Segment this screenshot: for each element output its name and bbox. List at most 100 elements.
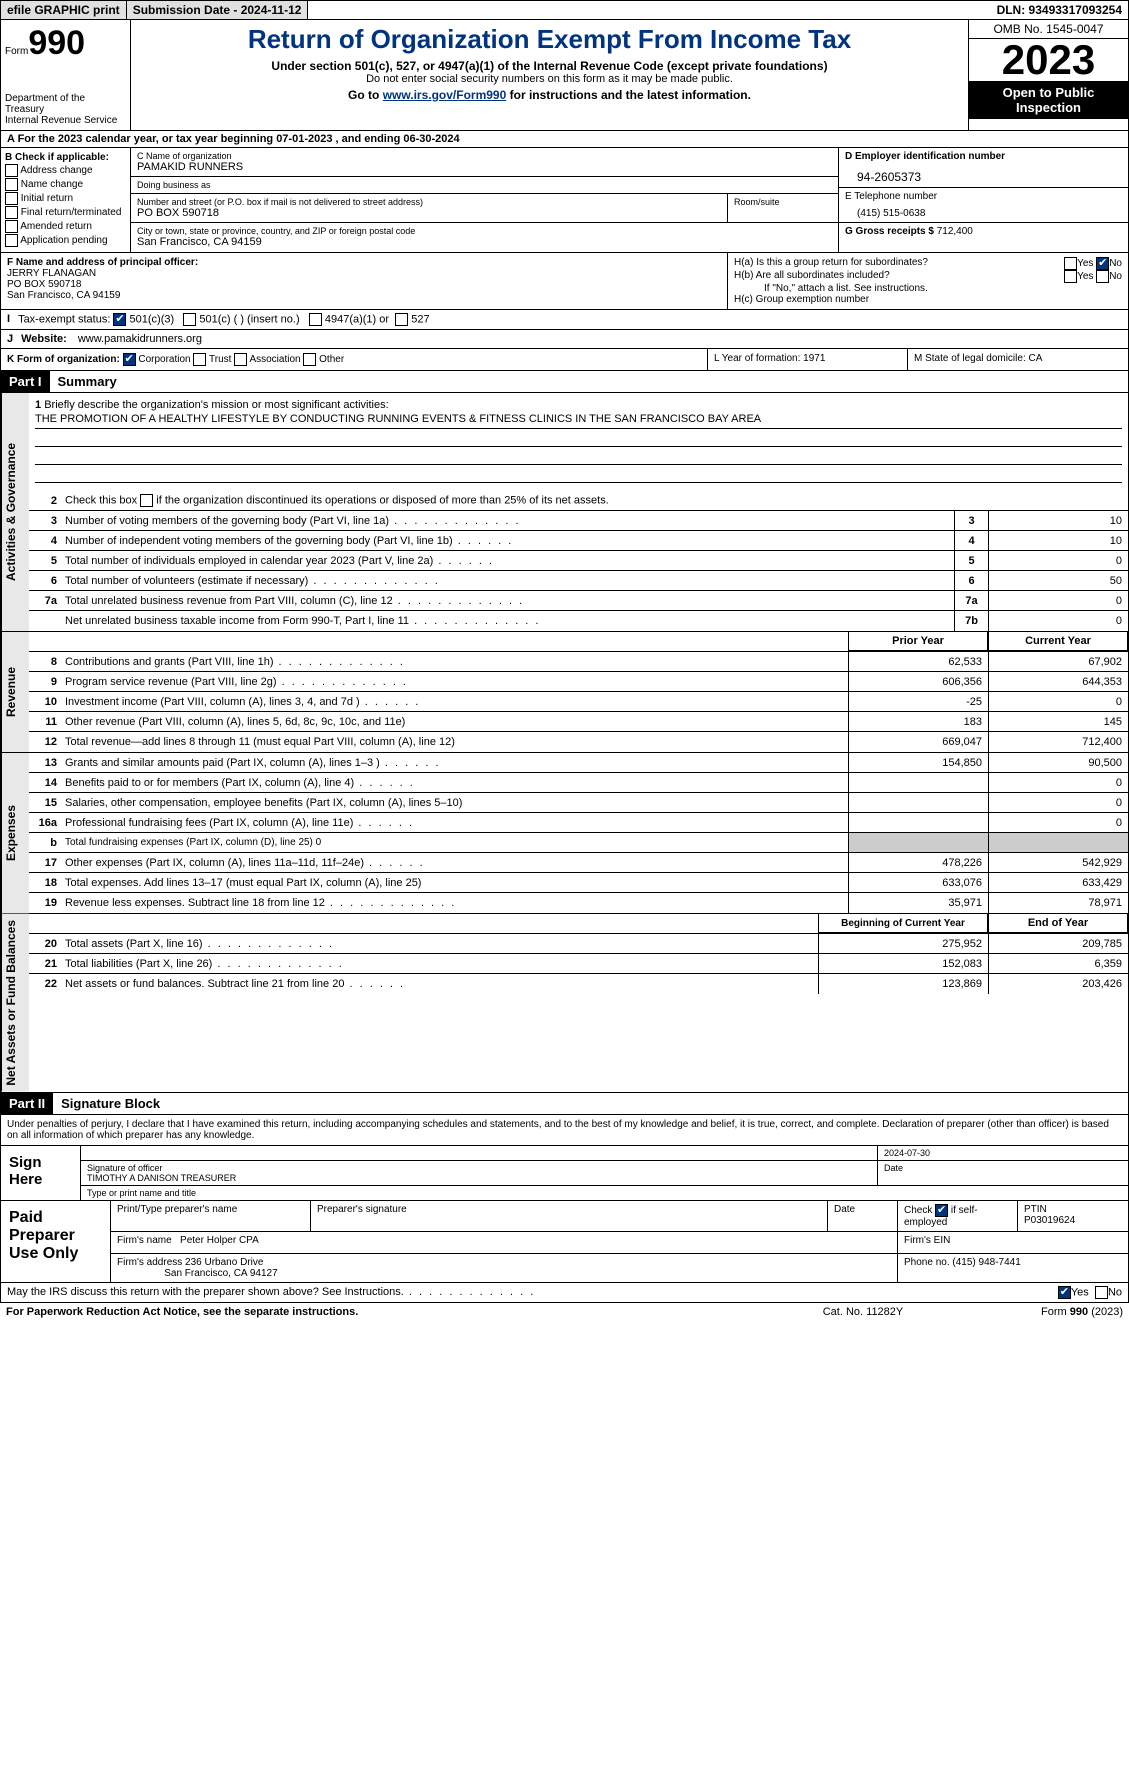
chk-app-pending[interactable] [5,234,18,247]
l7a: Total unrelated business revenue from Pa… [63,592,954,610]
prior-hdr: Prior Year [848,632,988,651]
l15: Salaries, other compensation, employee b… [63,794,848,812]
discuss-no[interactable] [1095,1286,1108,1299]
l14: Benefits paid to or for members (Part IX… [63,774,848,792]
chk-assoc[interactable] [234,353,247,366]
mission-text: THE PROMOTION OF A HEALTHY LIFESTYLE BY … [35,413,1122,429]
officer-addr2: San Francisco, CA 94159 [7,290,721,301]
chk-address-change[interactable] [5,164,18,177]
chk-amended[interactable] [5,220,18,233]
inspection-badge: Open to Public Inspection [969,81,1128,119]
l3: Number of voting members of the governin… [63,512,954,530]
chk-self-employed[interactable] [935,1204,948,1217]
ssn-note: Do not enter social security numbers on … [135,73,964,85]
officer-addr1: PO BOX 590718 [7,279,721,290]
l2: Check this box if the organization disco… [63,491,1128,510]
l20: Total assets (Part X, line 16) [63,935,818,953]
part1-title: Summary [50,371,125,392]
efile-print-button[interactable]: efile GRAPHIC print [1,1,127,19]
l3v: 10 [988,511,1128,530]
street: PO BOX 590718 [137,207,721,219]
j-label: Website: [21,333,67,345]
gross-receipts: 712,400 [937,226,973,237]
hb-yes[interactable] [1064,270,1077,283]
l7av: 0 [988,591,1128,610]
l4: Number of independent voting members of … [63,532,954,550]
l9: Program service revenue (Part VIII, line… [63,673,848,691]
cat-no: Cat. No. 11282Y [763,1306,963,1318]
chk-trust[interactable] [193,353,206,366]
l-label: L Year of formation: [714,353,800,364]
discuss-yes[interactable] [1058,1286,1071,1299]
l10: Investment income (Part VIII, column (A)… [63,693,848,711]
current-hdr: Current Year [988,632,1128,651]
f-label: F Name and address of principal officer: [7,257,721,268]
part2-badge: Part II [1,1093,53,1114]
l13: Grants and similar amounts paid (Part IX… [63,754,848,772]
ha-no[interactable] [1096,257,1109,270]
ha-yes[interactable] [1064,257,1077,270]
chk-corp[interactable] [123,353,136,366]
irs-link[interactable]: www.irs.gov/Form990 [383,88,507,102]
chk-501c[interactable] [183,313,196,326]
l12: Total revenue—add lines 8 through 11 (mu… [63,733,848,751]
hc-label: H(c) Group exemption number [734,294,1122,305]
eoy-hdr: End of Year [988,914,1128,933]
year-formation: 1971 [803,353,825,364]
part1-badge: Part I [1,371,50,392]
chk-name-change[interactable] [5,178,18,191]
city: San Francisco, CA 94159 [137,236,832,248]
ptin: P03019624 [1024,1215,1122,1226]
firm-name: Peter Holper CPA [180,1235,259,1246]
officer-signature: TIMOTHY A DANISON TREASURER [87,1173,871,1183]
i-label: Tax-exempt status: [18,313,110,325]
form-title: Return of Organization Exempt From Incom… [135,24,964,55]
perjury-declaration: Under penalties of perjury, I declare th… [0,1115,1129,1146]
vtab-netassets: Net Assets or Fund Balances [1,914,29,1092]
sign-date: 2024-07-30 [878,1146,1128,1160]
sign-here-label: Sign Here [1,1146,81,1200]
firm-addr: 236 Urbano Drive [185,1257,263,1268]
c-name-label: C Name of organization [137,151,832,161]
l7b: Net unrelated business taxable income fr… [63,612,954,630]
irs: Internal Revenue Service [5,115,126,126]
l6v: 50 [988,571,1128,590]
paid-preparer-label: Paid Preparer Use Only [1,1201,111,1282]
form-number: 990 [28,24,85,62]
chk-discontinued[interactable] [140,494,153,507]
chk-4947[interactable] [309,313,322,326]
officer-name: JERRY FLANAGAN [7,268,721,279]
pra-notice: For Paperwork Reduction Act Notice, see … [6,1306,763,1318]
l6: Total number of volunteers (estimate if … [63,572,954,590]
dln: DLN: 93493317093254 [991,1,1128,19]
block-b-c-d: B Check if applicable: Address change Na… [0,148,1129,253]
city-label: City or town, state or province, country… [137,226,832,236]
org-name: PAMAKID RUNNERS [137,161,832,173]
boy-hdr: Beginning of Current Year [818,914,988,933]
l16a: Professional fundraising fees (Part IX, … [63,814,848,832]
dept-treasury: Department of the Treasury [5,93,126,115]
chk-final-return[interactable] [5,206,18,219]
hb-note: If "No," attach a list. See instructions… [734,283,1122,294]
state-domicile: CA [1029,353,1043,364]
l7bv: 0 [988,611,1128,631]
room-label: Room/suite [734,197,832,207]
website: www.pamakidrunners.org [78,333,202,345]
chk-527[interactable] [395,313,408,326]
l21: Total liabilities (Part X, line 26) [63,955,818,973]
ein: 94-2605373 [845,162,1122,184]
l5v: 0 [988,551,1128,570]
street-label: Number and street (or P.O. box if mail i… [137,197,721,207]
chk-initial-return[interactable] [5,192,18,205]
l4v: 10 [988,531,1128,550]
phone: (415) 515-0638 [845,202,1122,219]
chk-501c3[interactable] [113,313,126,326]
chk-other[interactable] [303,353,316,366]
hb-no[interactable] [1096,270,1109,283]
vtab-revenue: Revenue [1,632,29,752]
part2-title: Signature Block [53,1093,168,1114]
e-phone-label: E Telephone number [845,191,1122,202]
discuss-question: May the IRS discuss this return with the… [7,1286,1058,1299]
d-ein-label: D Employer identification number [845,151,1122,162]
tax-year: 2023 [969,39,1128,81]
